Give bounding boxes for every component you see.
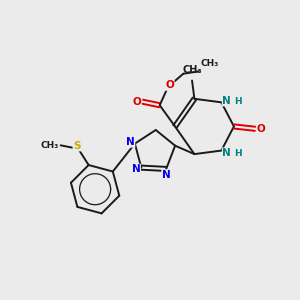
Text: CH₃: CH₃ — [182, 64, 202, 75]
Text: N: N — [222, 148, 231, 158]
Text: O: O — [256, 124, 266, 134]
Text: N: N — [222, 96, 231, 106]
Text: O: O — [165, 80, 174, 90]
Text: N: N — [162, 170, 171, 180]
Text: CH₃: CH₃ — [200, 59, 218, 68]
Text: N: N — [132, 164, 140, 174]
Text: N: N — [126, 137, 135, 147]
Text: S: S — [73, 141, 81, 151]
Text: O: O — [132, 97, 141, 107]
Text: CH₃: CH₃ — [41, 141, 59, 150]
Text: H: H — [234, 97, 242, 106]
Text: H: H — [234, 149, 242, 158]
